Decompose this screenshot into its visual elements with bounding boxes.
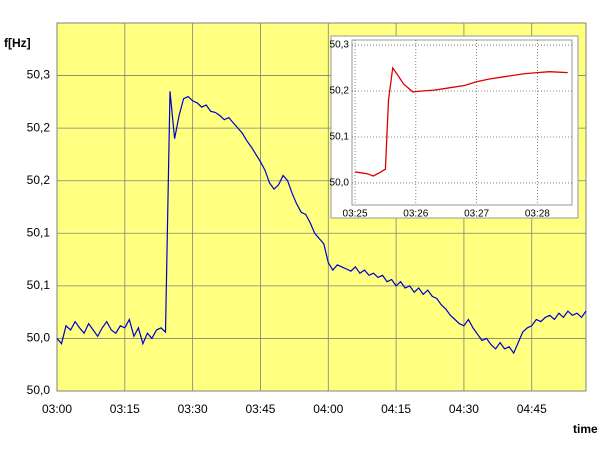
x-axis-label: time — [573, 422, 598, 436]
data-line — [56, 91, 587, 355]
y-tick-label: 50,0 — [27, 331, 51, 345]
x-tick-label: 03:28 — [525, 209, 550, 220]
y-tick-label: 50,1 — [27, 278, 51, 292]
y-axis-label: f[Hz] — [4, 36, 31, 50]
x-tick-label: 03:15 — [110, 402, 140, 416]
y-tick-label: 50,3 — [27, 68, 51, 82]
plot-area — [351, 39, 573, 206]
y-tick-label: 50,3 — [330, 40, 350, 51]
x-tick-label: 04:45 — [517, 402, 547, 416]
x-tick-label: 03:25 — [343, 209, 368, 220]
y-tick-label: 50,1 — [330, 132, 350, 143]
y-tick-label: 50,2 — [27, 120, 51, 134]
x-tick-label: 03:00 — [42, 402, 72, 416]
x-tick-label: 03:27 — [464, 209, 489, 220]
y-tick-label: 50,2 — [330, 86, 350, 97]
x-tick-label: 04:15 — [381, 402, 411, 416]
y-tick-label: 50,0 — [330, 178, 350, 189]
y-tick-label: 50,0 — [27, 383, 51, 397]
x-tick-label: 04:00 — [313, 402, 343, 416]
x-tick-label: 04:30 — [449, 402, 479, 416]
data-line — [354, 66, 568, 177]
x-tick-label: 03:26 — [403, 209, 428, 220]
y-tick-label: 50,2 — [27, 173, 51, 187]
y-tick-label: 50,1 — [27, 225, 51, 239]
x-tick-label: 03:30 — [178, 402, 208, 416]
x-tick-label: 03:45 — [245, 402, 275, 416]
